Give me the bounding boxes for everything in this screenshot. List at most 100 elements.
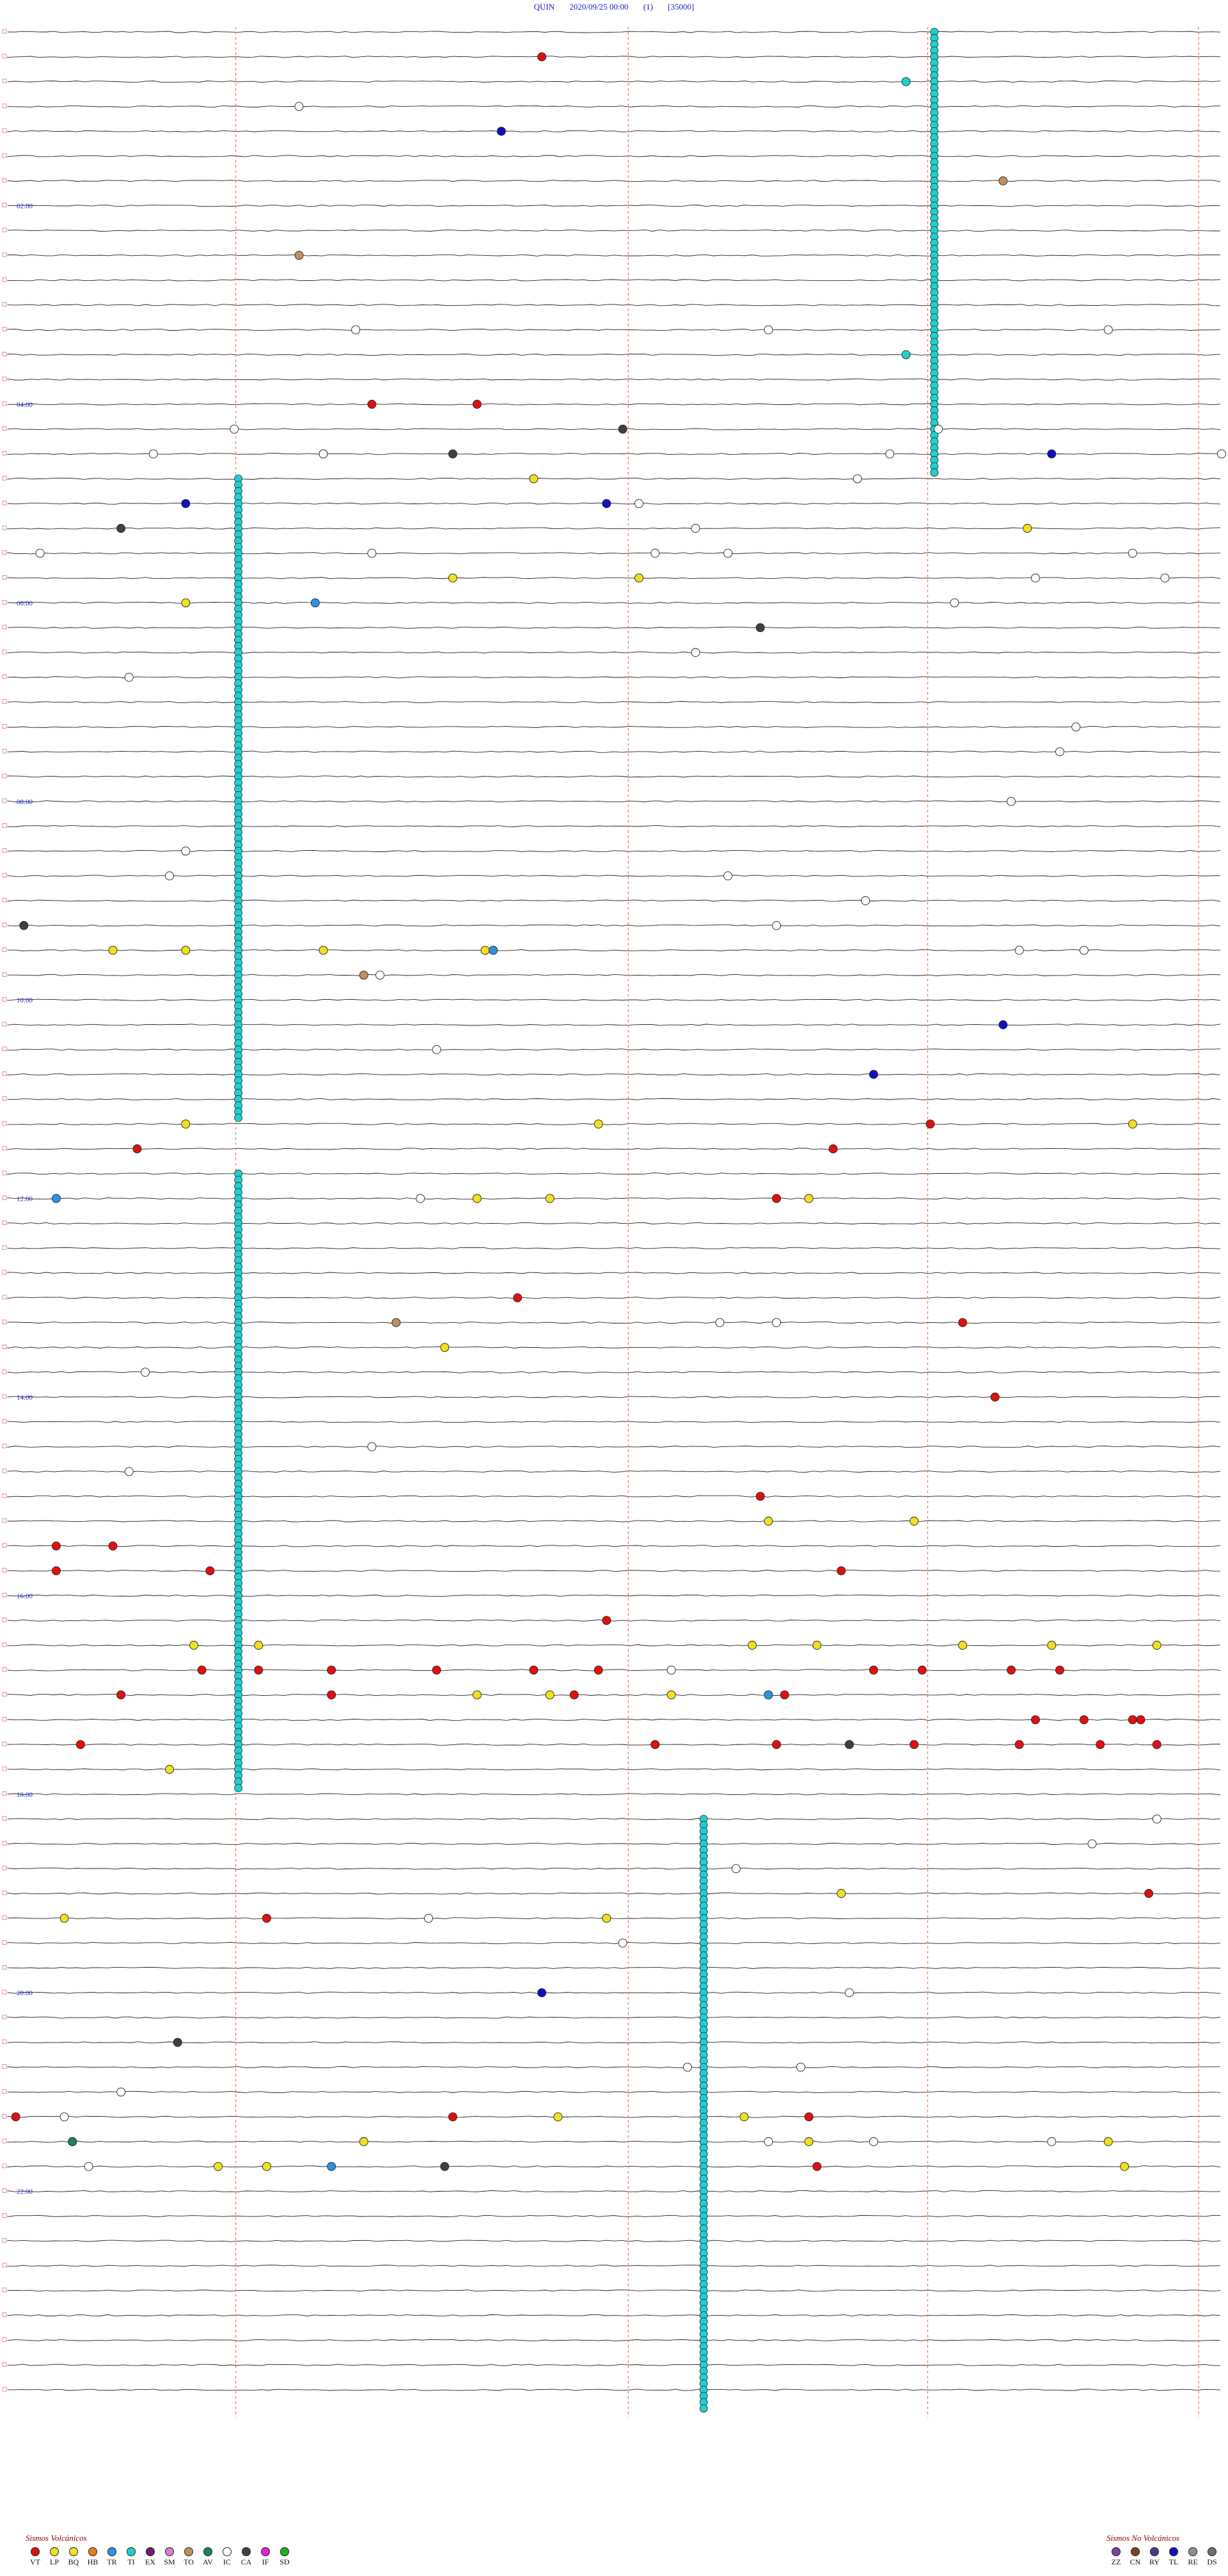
event-marker-lp bbox=[1120, 2161, 1130, 2171]
legend-volcanic-items: VT LP BQ HB TR TI EX SM TO AV IC CA IF SD bbox=[26, 2547, 294, 2567]
trace-line bbox=[7, 899, 1221, 902]
trace-line bbox=[7, 1446, 1221, 1448]
row-marker bbox=[2, 1766, 7, 1771]
event-marker-lp bbox=[804, 2137, 814, 2146]
hour-label: 14:00 bbox=[17, 1394, 33, 1402]
event-marker-ic bbox=[116, 2087, 126, 2097]
event-marker-ic bbox=[294, 102, 304, 111]
legend-code: TL bbox=[1169, 2557, 1179, 2566]
row-marker bbox=[2, 1940, 7, 1945]
event-marker-vt bbox=[594, 1665, 603, 1675]
trace-line bbox=[7, 701, 1221, 704]
row-marker bbox=[2, 550, 7, 555]
legend-swatch bbox=[107, 2547, 116, 2556]
legend-code: CN bbox=[1130, 2557, 1141, 2566]
event-marker-vt bbox=[1136, 1715, 1145, 1725]
row-marker bbox=[2, 1121, 7, 1126]
trace-line bbox=[7, 353, 1221, 356]
legend-item-lp: LP bbox=[45, 2547, 64, 2567]
row-marker bbox=[2, 525, 7, 530]
event-marker-ca bbox=[19, 921, 29, 930]
legend-swatch bbox=[165, 2547, 174, 2556]
hour-label: 02:00 bbox=[17, 203, 33, 210]
trace-line bbox=[7, 1396, 1221, 1398]
event-marker-vt bbox=[650, 1740, 660, 1750]
trace-line bbox=[7, 1098, 1221, 1100]
event-marker-vt bbox=[327, 1690, 336, 1700]
event-marker-ic bbox=[1087, 1839, 1097, 1849]
legend-item-ti: TI bbox=[122, 2547, 141, 2567]
row-marker bbox=[2, 1989, 7, 1995]
legend-swatch bbox=[203, 2547, 212, 2556]
trace-line bbox=[7, 428, 1221, 431]
row-marker bbox=[2, 1816, 7, 1821]
legend-code: SD bbox=[279, 2557, 290, 2566]
event-marker-ca bbox=[448, 449, 457, 459]
trace-line bbox=[7, 924, 1221, 927]
trace-line bbox=[7, 2364, 1221, 2366]
trace-line bbox=[7, 453, 1221, 455]
row-marker bbox=[2, 1394, 7, 1399]
legend-item-ex: EX bbox=[141, 2547, 160, 2567]
row-marker bbox=[2, 1667, 7, 1672]
event-marker-ca bbox=[440, 2161, 450, 2171]
trace-line bbox=[7, 1470, 1221, 1473]
trace-line bbox=[7, 2264, 1221, 2267]
legend-swatch bbox=[280, 2547, 289, 2556]
trace-line bbox=[7, 2240, 1221, 2242]
event-marker-lp bbox=[254, 1641, 264, 1650]
trace-line bbox=[7, 651, 1221, 654]
tremor-marker bbox=[234, 1783, 243, 1792]
event-marker-ic bbox=[731, 1864, 741, 1874]
row-marker bbox=[2, 724, 7, 729]
trace-line bbox=[7, 800, 1221, 803]
event-marker-vt bbox=[448, 2112, 457, 2122]
legend-swatch bbox=[69, 2547, 78, 2556]
row-marker bbox=[2, 1245, 7, 1250]
event-marker-lp bbox=[909, 1517, 919, 1526]
event-marker-lp bbox=[262, 2161, 271, 2171]
event-marker-lp bbox=[1047, 1641, 1057, 1650]
event-marker-vt bbox=[51, 1541, 61, 1551]
legend-item-zz: ZZ bbox=[1106, 2547, 1126, 2567]
trace-line bbox=[7, 2165, 1221, 2168]
trace-line bbox=[7, 1148, 1221, 1150]
event-marker-ic bbox=[1047, 2137, 1057, 2146]
event-marker-vt bbox=[1152, 1740, 1161, 1750]
legend-swatch bbox=[1150, 2547, 1159, 2556]
row-marker bbox=[2, 1047, 7, 1052]
event-marker-vt bbox=[262, 1913, 271, 1923]
event-marker-tr bbox=[327, 2161, 336, 2171]
event-marker-vt bbox=[755, 1492, 765, 1501]
legend-item-hb: HB bbox=[83, 2547, 102, 2567]
row-marker bbox=[2, 178, 7, 183]
event-marker-tr bbox=[51, 1194, 61, 1203]
event-marker-lp bbox=[1128, 1119, 1137, 1129]
legend-item-ry: RY bbox=[1145, 2547, 1164, 2567]
hour-label: 04:00 bbox=[17, 401, 33, 409]
trace-line bbox=[7, 1743, 1220, 1746]
event-marker-lp bbox=[545, 1194, 555, 1203]
trace-line bbox=[7, 2016, 1221, 2019]
event-marker-vt bbox=[132, 1144, 142, 1153]
row-marker bbox=[2, 848, 7, 853]
row-marker bbox=[2, 1468, 7, 1473]
event-marker-ic bbox=[772, 1318, 782, 1327]
row-marker bbox=[2, 327, 7, 332]
row-marker bbox=[2, 748, 7, 754]
trace-line bbox=[7, 1818, 1221, 1821]
event-marker-ic bbox=[772, 921, 782, 930]
trace-line bbox=[7, 626, 1221, 629]
legend-swatch bbox=[1131, 2547, 1140, 2556]
event-marker-ic bbox=[416, 1194, 425, 1203]
trace-line bbox=[7, 254, 1221, 257]
event-marker-vt bbox=[804, 2112, 814, 2122]
trace-line bbox=[7, 502, 1221, 505]
event-marker-vt bbox=[1031, 1715, 1040, 1725]
row-marker bbox=[2, 54, 7, 59]
event-marker-to bbox=[998, 176, 1008, 186]
trace-line bbox=[7, 1545, 1221, 1547]
trace-line bbox=[7, 403, 1221, 406]
trace-line bbox=[7, 2090, 1221, 2093]
event-marker-ic bbox=[84, 2161, 93, 2171]
